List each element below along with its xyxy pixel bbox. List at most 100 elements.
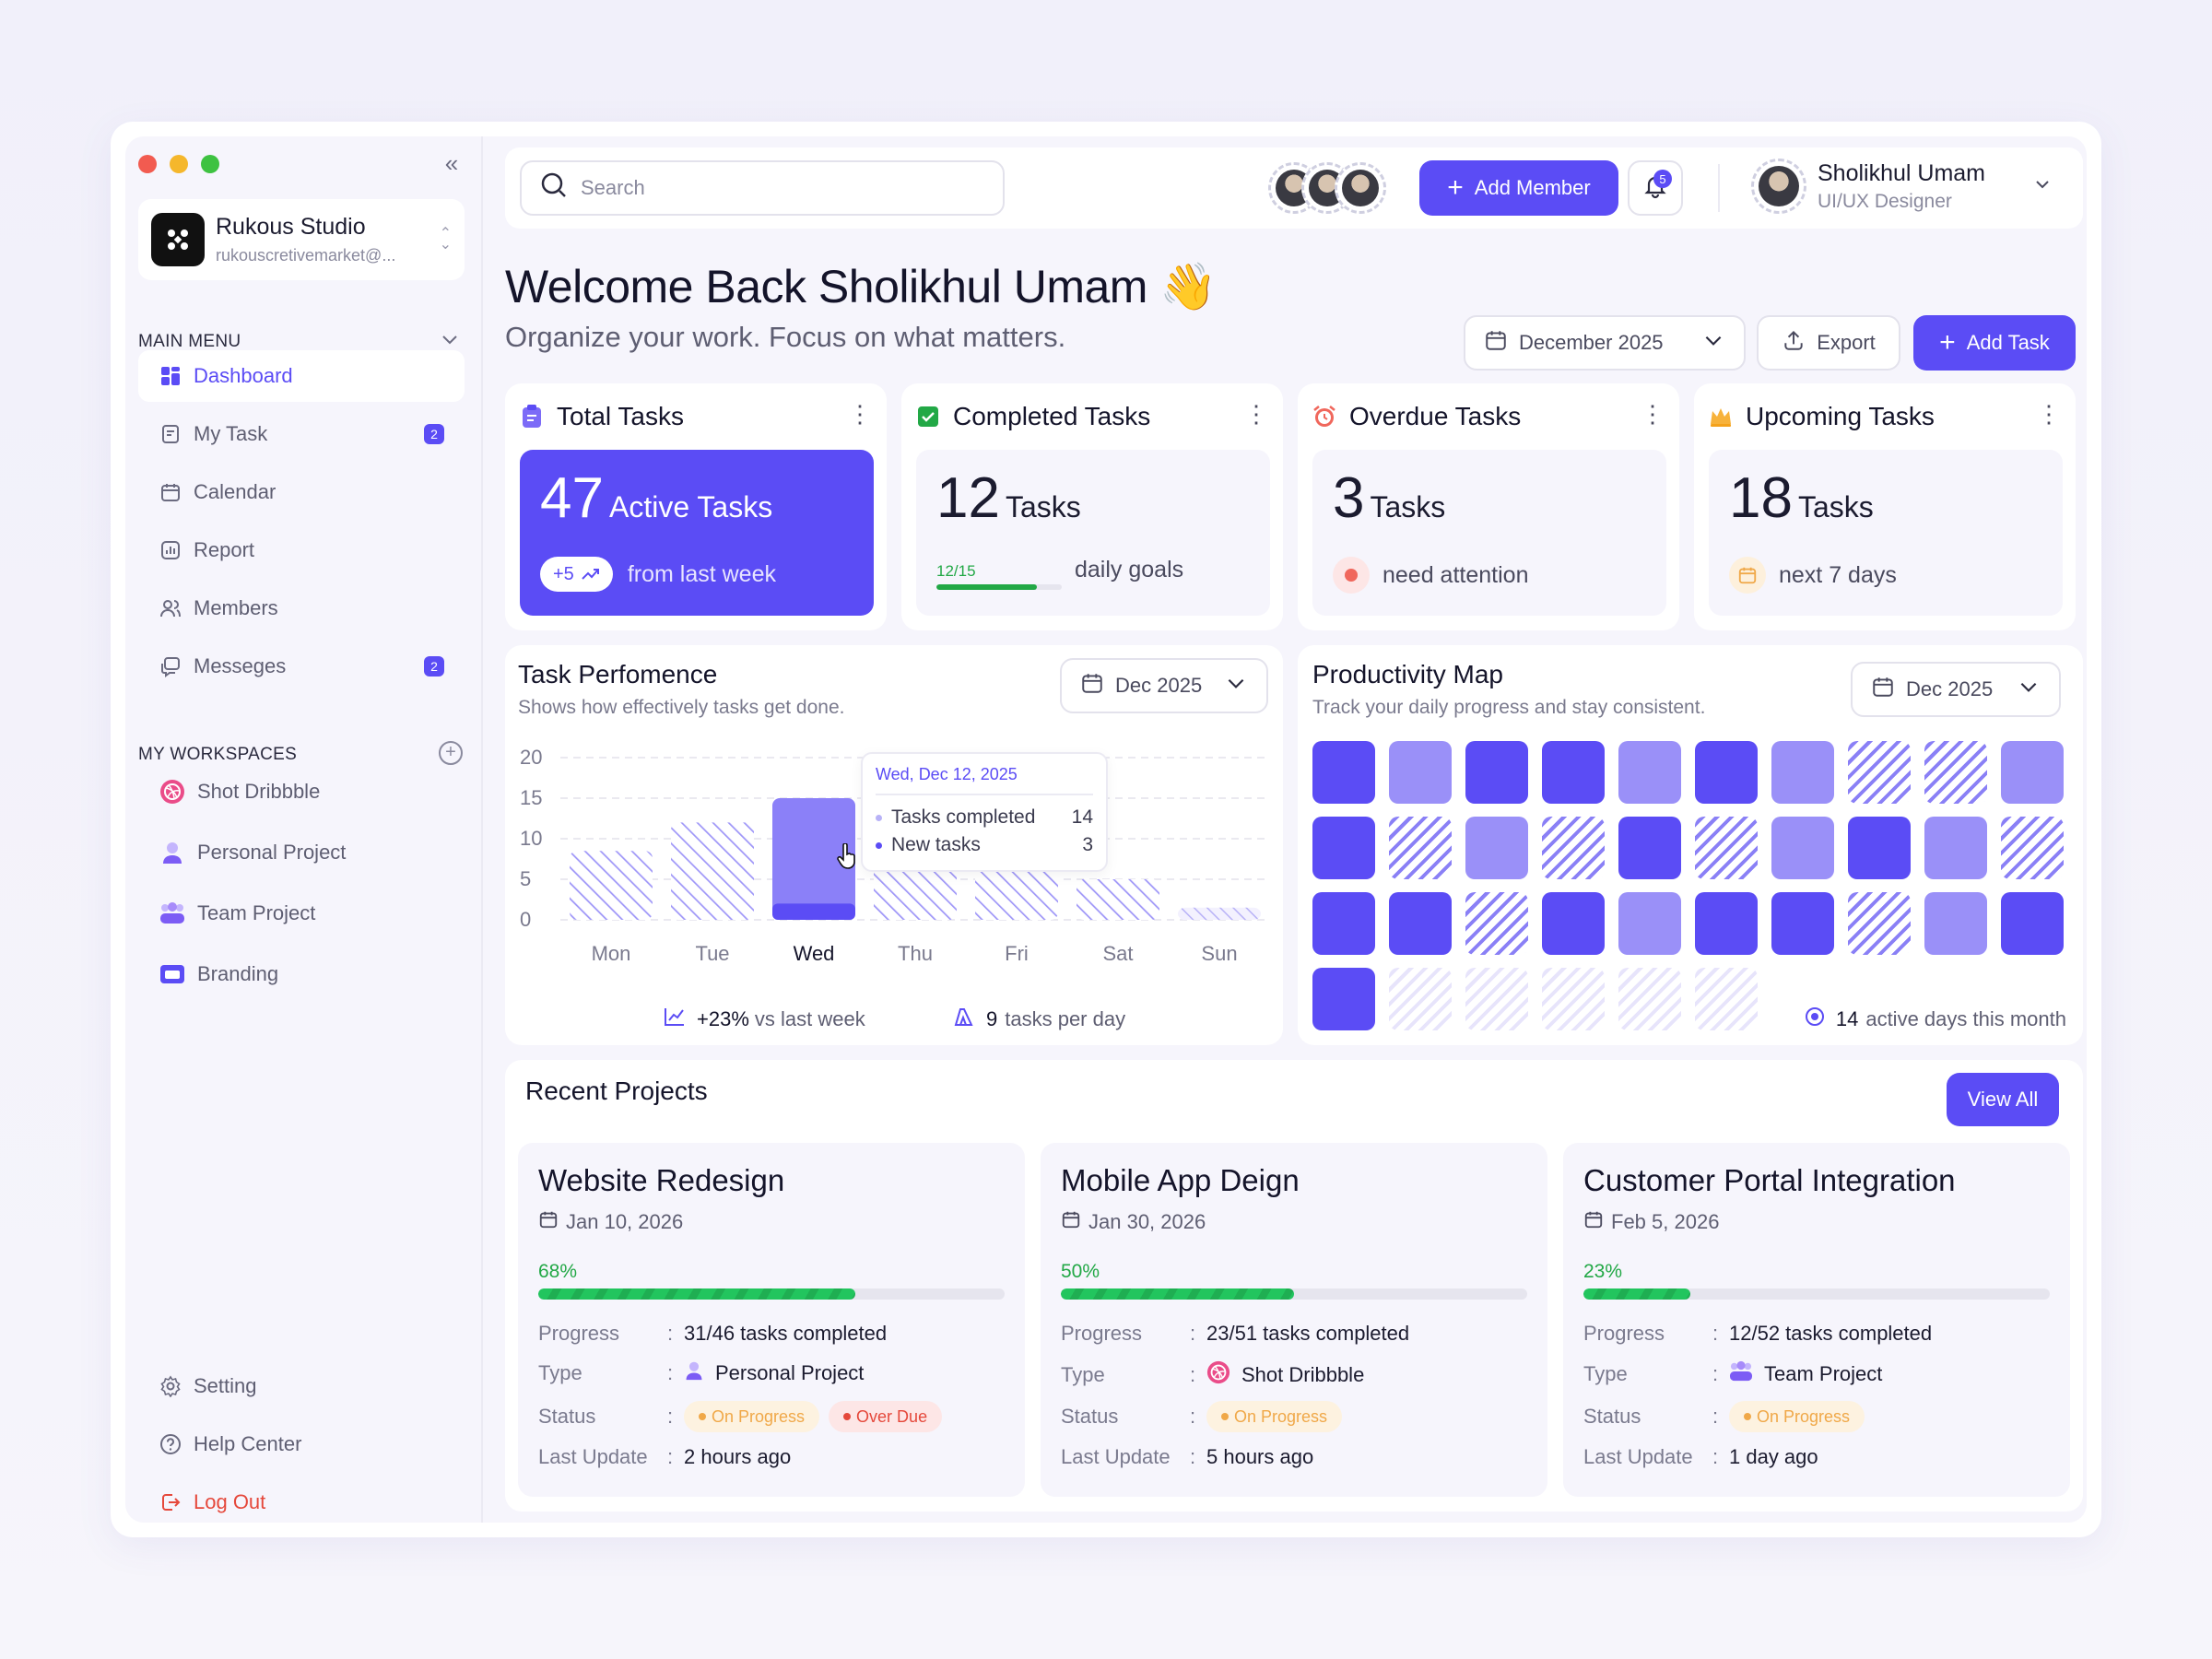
bar-segment-new-tasks (772, 903, 855, 920)
project-card[interactable]: Customer Portal Integration Feb 5, 2026 … (1563, 1143, 2070, 1497)
workspace-item-team-project[interactable]: Team Project (138, 887, 465, 940)
heatmap-cell[interactable] (1695, 817, 1758, 879)
progress-fill (1061, 1288, 1294, 1300)
bar-mon[interactable] (570, 851, 653, 920)
status-text: On Progress (1757, 1406, 1851, 1426)
view-all-button[interactable]: View All (1947, 1073, 2059, 1126)
sidebar: « Rukous Studio rukouscretivemarket@... … (125, 136, 483, 1523)
heatmap-cell[interactable] (1542, 892, 1605, 955)
heatmap-cell[interactable] (1771, 817, 1834, 879)
add-task-button[interactable]: + Add Task (1913, 315, 2076, 371)
heatmap-cell[interactable] (1389, 892, 1452, 955)
sidebar-item-setting[interactable]: Setting (138, 1360, 465, 1412)
more-icon[interactable]: ⋮ (1641, 400, 1665, 428)
heatmap-cell[interactable] (1848, 741, 1911, 804)
heatmap-cell[interactable] (1924, 892, 1987, 955)
heatmap-cell[interactable] (1618, 817, 1681, 879)
member-avatars[interactable] (1268, 160, 1392, 218)
main-content: + Add Member 5 Sholikhul Umam UI/UX Desi… (505, 136, 2087, 1523)
heatmap-cell[interactable] (1848, 817, 1911, 879)
more-icon[interactable]: ⋮ (848, 400, 872, 428)
export-label: Export (1817, 331, 1876, 354)
row-key: Progress (538, 1322, 620, 1345)
heatmap-cell[interactable] (2001, 741, 2064, 804)
month-select[interactable]: December 2025 (1464, 315, 1746, 371)
notification-button[interactable]: 5 (1628, 160, 1683, 216)
heatmap-cell[interactable] (1924, 817, 1987, 879)
sidebar-item-report[interactable]: Report (138, 524, 465, 576)
heatmap-cell[interactable] (1695, 968, 1758, 1030)
heatmap-cell[interactable] (2001, 892, 2064, 955)
team-icon (159, 900, 186, 927)
minimize-window-button[interactable] (170, 155, 188, 173)
sidebar-item-my-task[interactable]: My Task 2 (138, 408, 465, 460)
heatmap-cell[interactable] (1312, 892, 1375, 955)
heatmap-cell[interactable] (1771, 741, 1834, 804)
heatmap-cell[interactable] (1542, 968, 1605, 1030)
heatmap-cell[interactable] (1465, 817, 1528, 879)
x-tick-label: Sat (1102, 942, 1133, 965)
tooltip-row: New tasks 3 (876, 834, 1093, 856)
heatmap-cell[interactable] (1312, 741, 1375, 804)
heatmap-cell[interactable] (2001, 817, 2064, 879)
logout-button[interactable]: Log Out (138, 1477, 465, 1528)
user-profile-menu[interactable]: Sholikhul Umam UI/UX Designer (1751, 159, 2053, 214)
add-member-button[interactable]: + Add Member (1419, 160, 1618, 216)
performance-period-select[interactable]: Dec 2025 (1060, 658, 1268, 713)
project-row-update: Last Update:5 hours ago (1061, 1445, 1314, 1468)
workspace-email: rukouscretivemarket@... (216, 246, 396, 265)
heatmap-cell[interactable] (1312, 968, 1375, 1030)
export-button[interactable]: Export (1757, 315, 1900, 371)
project-card[interactable]: Mobile App Deign Jan 30, 2026 50% Progre… (1041, 1143, 1547, 1497)
heatmap-cell[interactable] (1542, 741, 1605, 804)
stat-card-overdue: Overdue Tasks ⋮ 3 Tasks need attention (1298, 383, 1679, 630)
sidebar-item-members[interactable]: Members (138, 582, 465, 634)
heatmap-cell[interactable] (1618, 741, 1681, 804)
heatmap-cell[interactable] (1618, 892, 1681, 955)
collapse-sidebar-icon[interactable]: « (444, 149, 459, 177)
heatmap-cell[interactable] (1465, 892, 1528, 955)
bar-sat[interactable] (1077, 879, 1159, 920)
heatmap-cell[interactable] (1389, 968, 1452, 1030)
row-value: 5 hours ago (1206, 1445, 1314, 1468)
sidebar-item-dashboard[interactable]: Dashboard (138, 350, 465, 402)
row-value: Team Project (1764, 1362, 1883, 1385)
row-key: Status (538, 1405, 596, 1428)
productivity-period-select[interactable]: Dec 2025 (1851, 662, 2061, 717)
chevron-down-icon[interactable] (439, 328, 461, 355)
sidebar-item-help-center[interactable]: Help Center (138, 1418, 465, 1470)
heatmap-cell[interactable] (1465, 741, 1528, 804)
more-icon[interactable]: ⋮ (2037, 400, 2061, 428)
bar-wed[interactable] (772, 798, 855, 920)
project-percent: 50% (1061, 1261, 1100, 1282)
heatmap-cell[interactable] (1389, 817, 1452, 879)
workspace-item-shot-dribbble[interactable]: Shot Dribbble (138, 765, 465, 818)
heatmap-cell[interactable] (1312, 817, 1375, 879)
add-workspace-icon[interactable]: + (439, 741, 463, 765)
heatmap-cell[interactable] (1924, 741, 1987, 804)
heatmap-cell[interactable] (1465, 968, 1528, 1030)
heatmap-cell[interactable] (1618, 968, 1681, 1030)
heatmap-cell[interactable] (1695, 741, 1758, 804)
heatmap-cell[interactable] (1848, 892, 1911, 955)
workspace-list: Shot Dribbble Personal Project Team Proj… (138, 765, 465, 1008)
productivity-map-panel: Productivity Map Track your daily progre… (1298, 645, 2083, 1045)
heatmap-cell[interactable] (1389, 741, 1452, 804)
bar-sun[interactable] (1178, 907, 1261, 920)
bar-tue[interactable] (671, 822, 754, 920)
search-box[interactable] (520, 160, 1005, 216)
close-window-button[interactable] (138, 155, 157, 173)
workspace-switcher[interactable]: Rukous Studio rukouscretivemarket@... ⌃ ⌄ (138, 199, 465, 280)
workspace-item-personal-project[interactable]: Personal Project (138, 826, 465, 879)
plus-icon: + (1939, 327, 1956, 358)
heatmap-cell[interactable] (1771, 892, 1834, 955)
project-card[interactable]: Website Redesign Jan 10, 2026 68% Progre… (518, 1143, 1025, 1497)
workspace-item-branding[interactable]: Branding (138, 947, 465, 1001)
heatmap-cell[interactable] (1695, 892, 1758, 955)
maximize-window-button[interactable] (201, 155, 219, 173)
sidebar-item-messages[interactable]: Messeges 2 (138, 641, 465, 692)
sidebar-item-calendar[interactable]: Calendar (138, 466, 465, 518)
heatmap-cell[interactable] (1542, 817, 1605, 879)
more-icon[interactable]: ⋮ (1244, 400, 1268, 428)
search-input[interactable] (581, 176, 968, 200)
